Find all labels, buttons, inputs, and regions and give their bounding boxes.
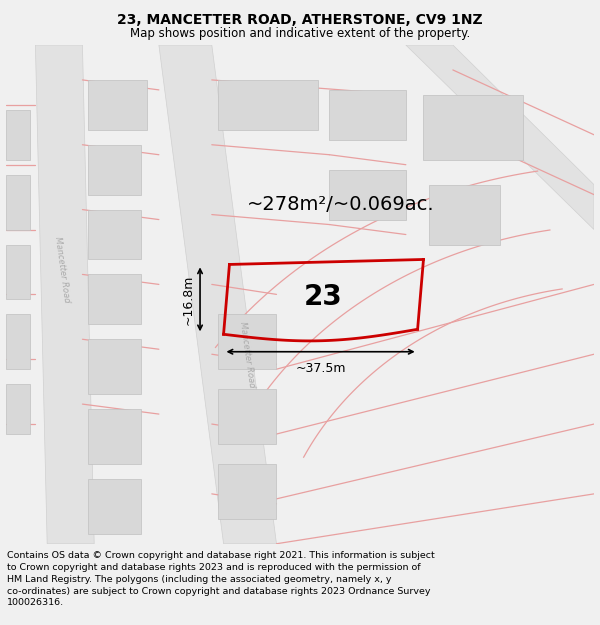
Text: Contains OS data © Crown copyright and database right 2021. This information is : Contains OS data © Crown copyright and d…: [7, 551, 435, 608]
Polygon shape: [6, 314, 29, 369]
Text: ~16.8m: ~16.8m: [181, 274, 194, 324]
Polygon shape: [6, 384, 29, 434]
Polygon shape: [159, 45, 277, 544]
Polygon shape: [88, 409, 141, 464]
Polygon shape: [406, 45, 594, 229]
Polygon shape: [35, 45, 94, 544]
Polygon shape: [6, 110, 29, 160]
Text: Mancetter Road: Mancetter Road: [238, 321, 256, 388]
Polygon shape: [88, 80, 147, 130]
Text: ~278m²/~0.069ac.: ~278m²/~0.069ac.: [247, 195, 435, 214]
Polygon shape: [329, 90, 406, 140]
Polygon shape: [218, 80, 317, 130]
Polygon shape: [88, 339, 141, 394]
Polygon shape: [218, 464, 277, 519]
Text: Mancetter Road: Mancetter Road: [53, 236, 71, 303]
Text: 23: 23: [304, 283, 343, 311]
Polygon shape: [329, 169, 406, 219]
Text: ~37.5m: ~37.5m: [295, 362, 346, 375]
Polygon shape: [430, 184, 500, 244]
Polygon shape: [88, 209, 141, 259]
Text: Map shows position and indicative extent of the property.: Map shows position and indicative extent…: [130, 28, 470, 41]
Polygon shape: [88, 145, 141, 194]
Polygon shape: [424, 95, 523, 160]
Polygon shape: [6, 174, 29, 229]
Polygon shape: [88, 274, 141, 324]
Text: 23, MANCETTER ROAD, ATHERSTONE, CV9 1NZ: 23, MANCETTER ROAD, ATHERSTONE, CV9 1NZ: [117, 12, 483, 26]
Polygon shape: [218, 389, 277, 444]
Polygon shape: [218, 314, 277, 369]
Polygon shape: [6, 244, 29, 299]
Polygon shape: [88, 479, 141, 534]
